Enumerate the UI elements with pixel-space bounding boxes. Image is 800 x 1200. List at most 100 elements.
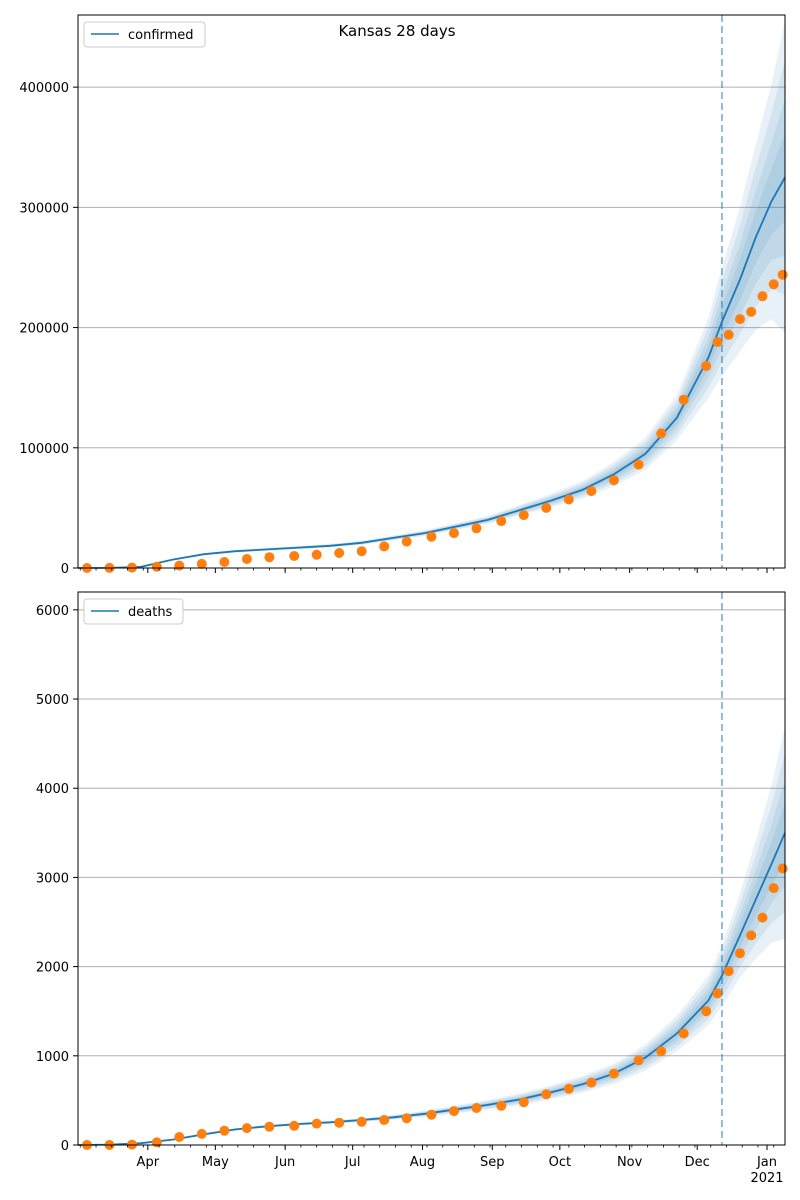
y-axis-confirmed: 0 100000 200000 300000 400000 (19, 81, 78, 577)
plot-area-deaths (78, 592, 785, 1145)
legend-box-deaths (83, 598, 184, 625)
y-axis-deaths: 0 1000 2000 3000 4000 5000 6000 (36, 604, 78, 1154)
observed-point (701, 361, 712, 371)
x-tick-label: Jul (344, 1155, 361, 1170)
observed-point (151, 1137, 162, 1148)
y-tick-label: 0 (61, 1139, 69, 1154)
observed-point (518, 510, 529, 521)
legend-deaths: deaths (83, 598, 184, 625)
observed-point (379, 541, 390, 552)
observed-point (757, 912, 768, 923)
observed-point (746, 306, 757, 317)
y-tick-label: 2000 (36, 961, 69, 976)
observed-point (241, 1123, 252, 1134)
observed-point (768, 279, 779, 290)
observed-point (334, 548, 345, 558)
plot-frame-confirmed (77, 14, 786, 569)
y-tick-label: 400000 (19, 81, 69, 96)
observed-point (656, 1046, 667, 1057)
x-tick-label: Aug (410, 1155, 435, 1170)
observed-point (633, 1055, 644, 1066)
observed-point (356, 546, 367, 557)
observed-point (563, 1083, 574, 1094)
observed-point (174, 560, 185, 571)
y-tick-label: 200000 (19, 322, 69, 337)
observed-point (541, 502, 552, 513)
x-tick-label: Jan (756, 1155, 777, 1170)
observed-point (633, 459, 644, 470)
panel-deaths: 0 1000 2000 3000 4000 5000 6000 Apr May Jun Jul Au… (36, 591, 788, 1186)
observed-point (518, 1097, 529, 1108)
observed-point (496, 1100, 507, 1111)
observed-point (746, 930, 757, 941)
observed-point (264, 552, 275, 563)
observed-point (735, 314, 745, 325)
observed-point (151, 561, 162, 572)
observed-point (401, 536, 412, 547)
observed-point (264, 1121, 275, 1132)
legend-confirmed: confirmed (83, 21, 206, 48)
observed-points-deaths (82, 863, 788, 1150)
observed-point (174, 1132, 185, 1142)
observed-point (712, 988, 723, 999)
observed-point (777, 269, 788, 280)
observed-point (712, 337, 723, 347)
observed-point (471, 1103, 482, 1113)
observed-point (379, 1115, 390, 1125)
legend-label-deaths: deaths (128, 605, 173, 620)
y-tick-label: 3000 (36, 871, 69, 886)
observed-point (471, 523, 482, 534)
y-tick-label: 5000 (36, 693, 69, 708)
observed-point (334, 1117, 345, 1128)
grid-confirmed (78, 86, 785, 449)
observed-point (608, 475, 619, 486)
observed-point (656, 428, 667, 439)
panel-confirmed: 0 100000 200000 300000 400000 Kansas 28 days… (19, 14, 788, 577)
observed-point (768, 883, 779, 894)
observed-point (541, 1089, 552, 1100)
x-year-label: 2021 (750, 1171, 783, 1186)
grid-deaths (78, 609, 785, 1057)
figure-title: Kansas 28 days (338, 22, 455, 40)
legend-label-confirmed: confirmed (128, 28, 194, 43)
observed-point (401, 1113, 412, 1124)
observed-point (196, 1128, 207, 1139)
model-curve-confirmed (77, 176, 786, 569)
observed-point (678, 1028, 689, 1039)
observed-point (426, 531, 437, 542)
observed-point (449, 528, 459, 539)
y-tick-label: 300000 (19, 201, 69, 216)
y-tick-label: 4000 (36, 782, 69, 797)
observed-point (426, 1109, 437, 1120)
x-tick-label: Nov (617, 1155, 643, 1170)
plot-area-confirmed (78, 15, 785, 568)
observed-point (496, 516, 507, 527)
observed-point (196, 558, 207, 569)
observed-point (723, 966, 734, 977)
observed-point (289, 1120, 300, 1131)
model-line (77, 176, 786, 569)
observed-point (701, 1006, 712, 1017)
observed-point (777, 863, 788, 874)
y-tick-label: 1000 (36, 1050, 69, 1065)
legend-box-confirmed (83, 21, 206, 48)
observed-point (356, 1116, 367, 1127)
observed-point (289, 551, 300, 561)
observed-point (219, 557, 230, 567)
x-tick-label: May (202, 1155, 229, 1170)
plot-frame-deaths (77, 591, 786, 1146)
x-tick-label: Oct (549, 1155, 571, 1170)
observed-point (586, 1077, 597, 1088)
x-tick-label: Sep (480, 1155, 505, 1170)
observed-point (241, 554, 252, 564)
y-tick-label: 100000 (19, 442, 69, 457)
y-tick-label: 6000 (36, 604, 69, 619)
x-tick-label: Jun (274, 1155, 295, 1170)
observed-point (678, 394, 689, 405)
observed-point (449, 1106, 459, 1117)
x-tick-label: Apr (137, 1155, 160, 1170)
observed-point (311, 1118, 322, 1129)
y-tick-label: 0 (61, 562, 69, 577)
